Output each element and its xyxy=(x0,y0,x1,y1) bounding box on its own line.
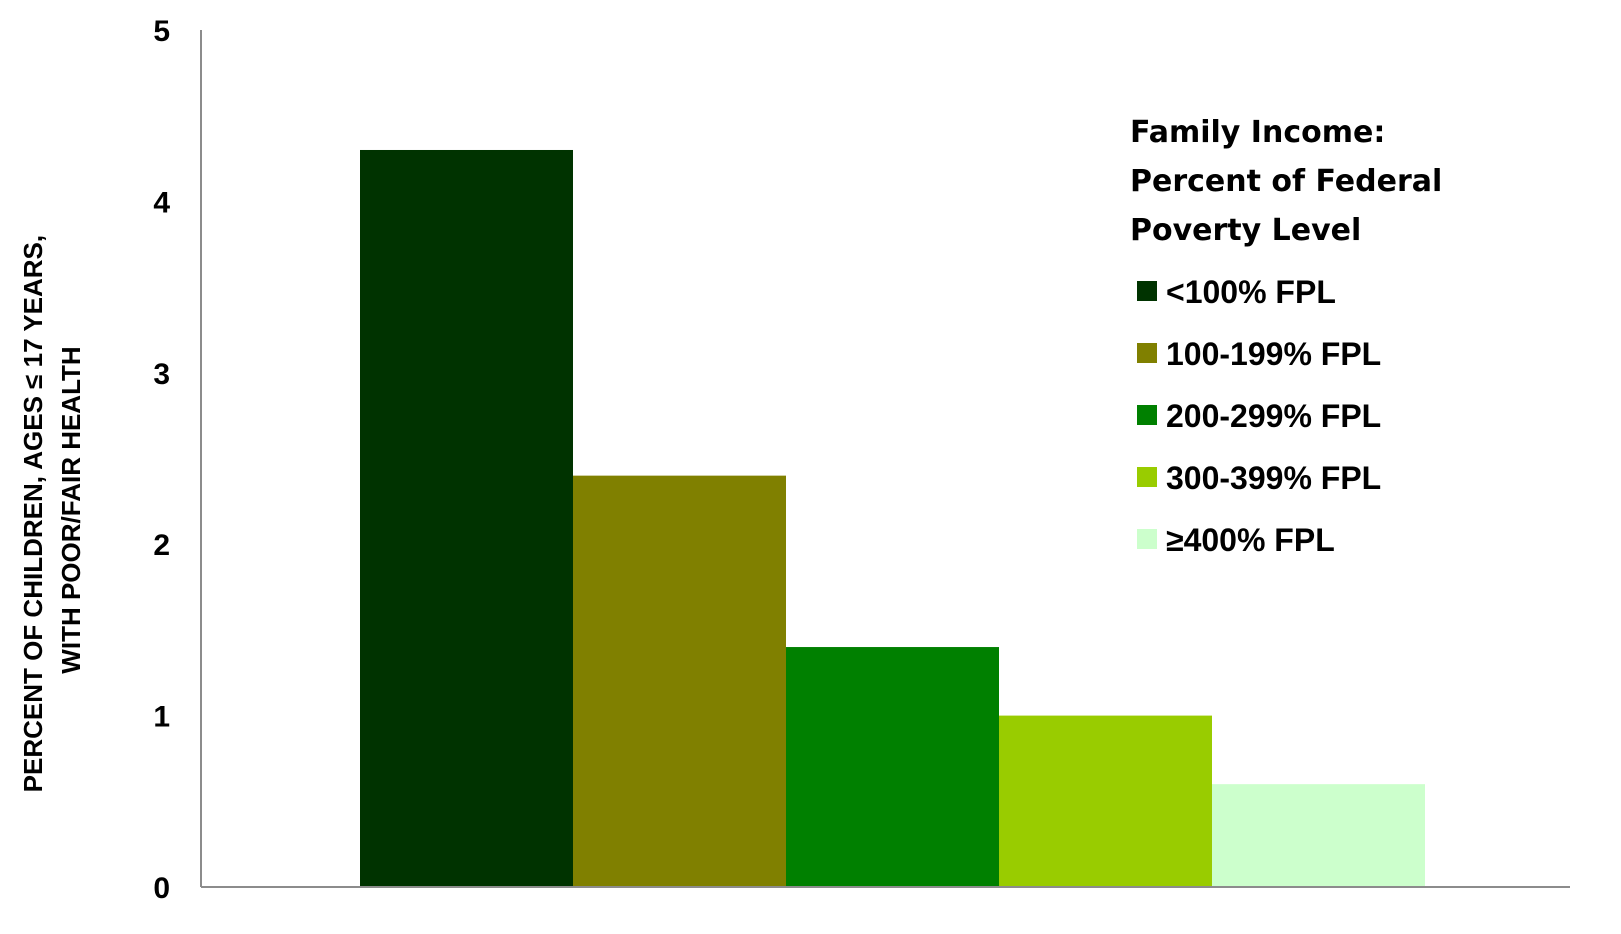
y-axis-label: PERCENT OF CHILDREN, AGES ≤ 17 YEARS, WI… xyxy=(18,228,86,793)
legend-entry-label: 300-399% FPL xyxy=(1166,460,1381,496)
legend-entry-label: 200-299% FPL xyxy=(1166,398,1381,434)
y-axis-label-line-2: WITH POOR/FAIR HEALTH xyxy=(56,346,86,673)
bar-4 xyxy=(999,715,1212,887)
y-axis-label-line-1: PERCENT OF CHILDREN, AGES ≤ 17 YEARS, xyxy=(18,235,48,792)
y-tick-labels: 0 1 2 3 4 5 xyxy=(153,15,170,905)
legend-entry-label: ≥400% FPL xyxy=(1166,522,1335,558)
legend: Family Income: Percent of Federal Poverty … xyxy=(1130,115,1442,558)
bars xyxy=(360,149,1425,888)
legend-entry-label: 100-199% FPL xyxy=(1166,336,1381,372)
y-tick-label: 0 xyxy=(153,872,170,905)
legend-title-line: Poverty Level xyxy=(1130,213,1361,248)
bar-2 xyxy=(573,475,786,887)
legend-swatch xyxy=(1137,529,1157,549)
legend-title-line: Family Income: xyxy=(1130,115,1385,150)
legend-swatch xyxy=(1137,343,1157,363)
legend-swatch xyxy=(1137,405,1157,425)
y-tick-label: 5 xyxy=(153,15,170,48)
bar-5 xyxy=(1212,784,1425,887)
bar-1 xyxy=(360,149,573,888)
legend-entry-label: <100% FPL xyxy=(1166,274,1336,310)
legend-swatch xyxy=(1137,467,1157,487)
y-tick-label: 4 xyxy=(153,186,170,219)
y-tick-label: 2 xyxy=(153,529,170,562)
legend-title-line: Percent of Federal xyxy=(1130,164,1442,199)
bar-3 xyxy=(786,647,999,887)
y-tick-label: 3 xyxy=(153,358,170,391)
legend-swatch xyxy=(1137,281,1157,301)
y-tick-label: 1 xyxy=(153,701,170,734)
